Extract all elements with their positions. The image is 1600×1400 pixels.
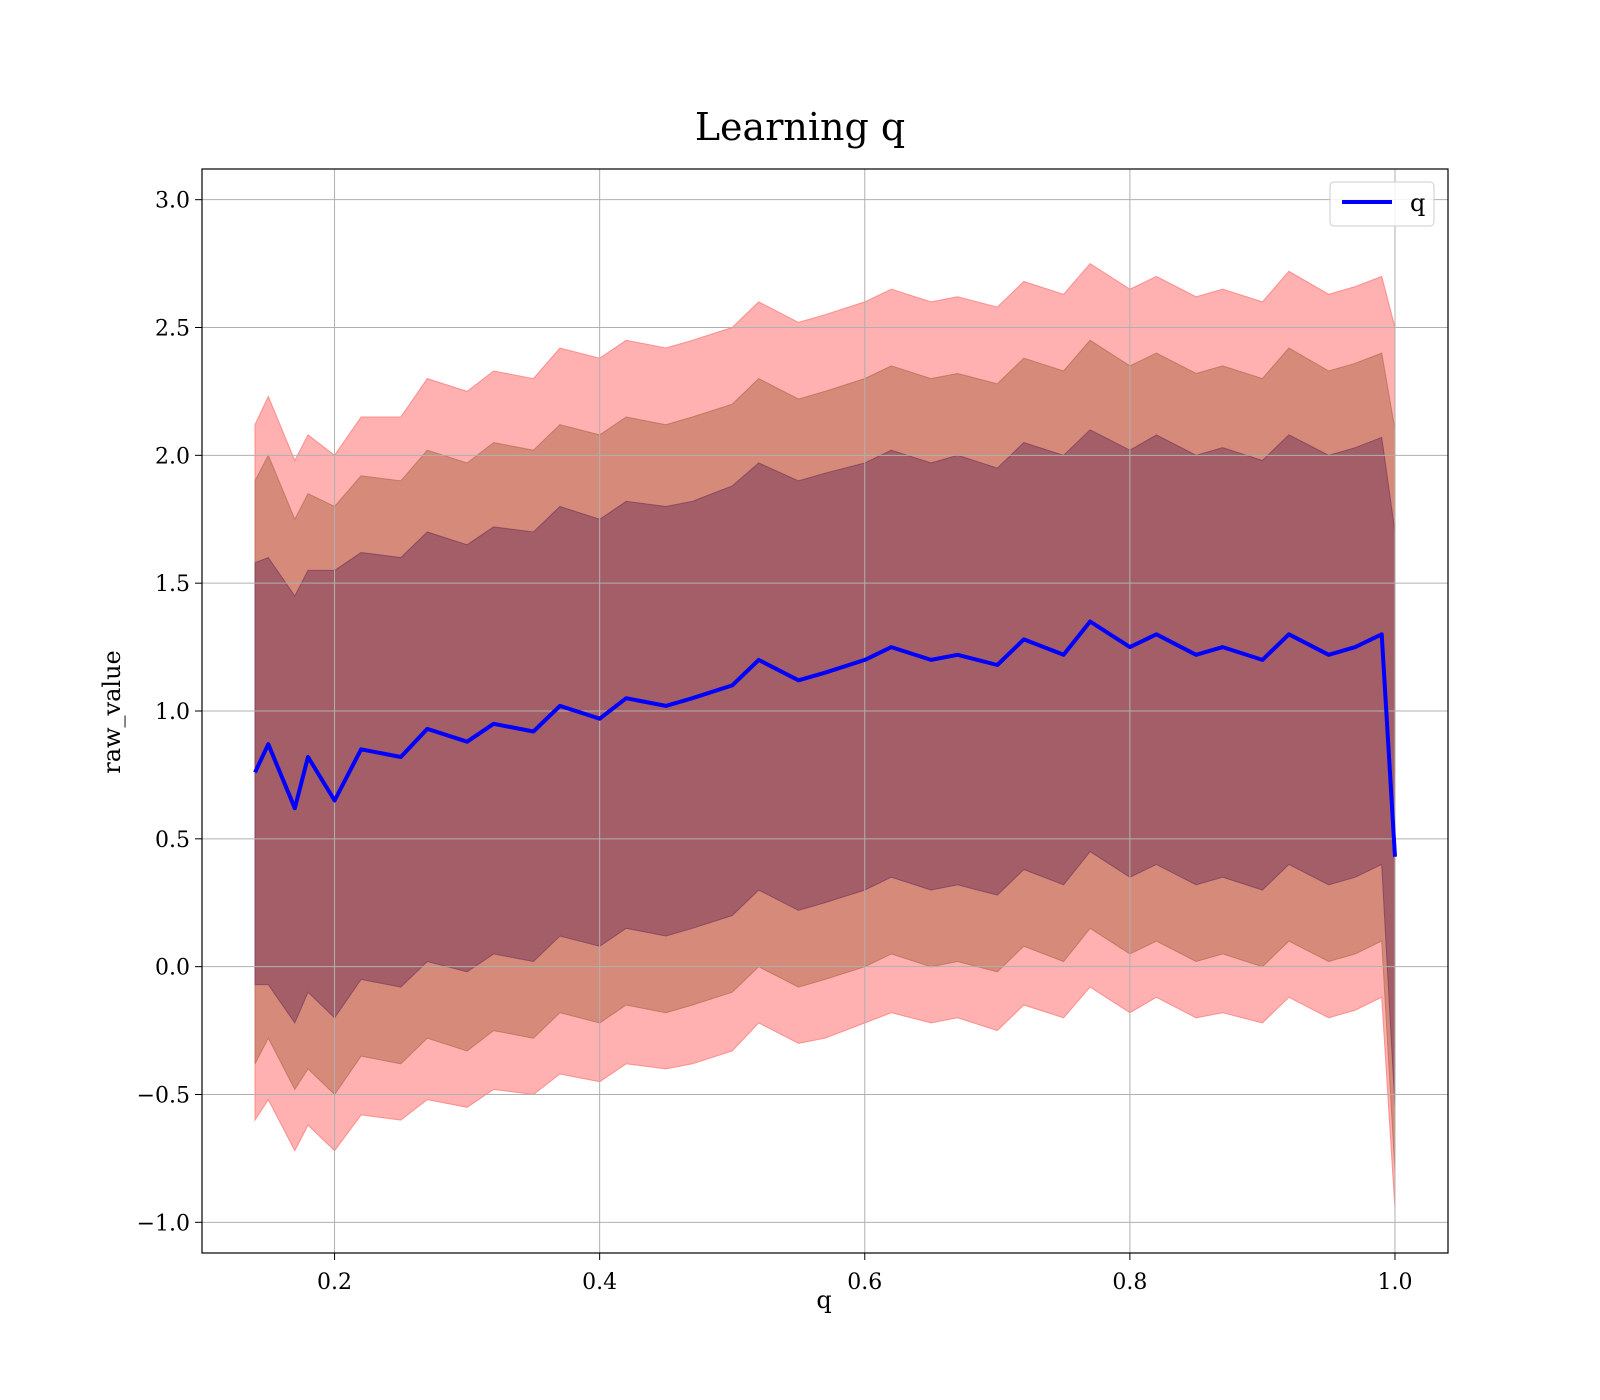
legend: q xyxy=(1329,181,1435,227)
x-axis-ticks: 0.2 0.4 0.6 0.8 1.0 xyxy=(317,1253,1412,1295)
y-tick-label: 1.5 xyxy=(155,572,190,597)
plot-area xyxy=(201,168,1449,1254)
y-tick-label: 0.0 xyxy=(155,956,190,981)
x-tick-label: 1.0 xyxy=(1377,1270,1412,1295)
series-line-q xyxy=(253,619,1397,857)
y-tick-label: −0.5 xyxy=(137,1083,190,1108)
y-axis-label: raw_value xyxy=(98,650,126,774)
y-tick-label: 0.5 xyxy=(155,828,190,853)
y-tick-label: 2.0 xyxy=(155,444,190,469)
x-tick-label: 0.4 xyxy=(582,1270,617,1295)
y-axis-ticks: −1.0 −0.5 0.0 0.5 1.0 1.5 2.0 2.5 3.0 xyxy=(137,189,202,1236)
y-tick-label: 1.0 xyxy=(155,700,190,725)
y-tick-label: 2.5 xyxy=(155,317,190,342)
y-tick-label: 3.0 xyxy=(155,189,190,214)
x-tick-label: 0.6 xyxy=(847,1270,882,1295)
chart-title: Learning q xyxy=(695,105,905,149)
x-tick-label: 0.8 xyxy=(1112,1270,1147,1295)
grid xyxy=(202,169,1448,1253)
y-tick-label: −1.0 xyxy=(137,1211,190,1236)
confidence-bands xyxy=(254,262,1396,1210)
series-lines xyxy=(253,619,1397,857)
x-tick-label: 0.2 xyxy=(317,1270,352,1295)
legend-label-q: q xyxy=(1410,189,1425,217)
x-axis-label: q xyxy=(816,1286,831,1314)
